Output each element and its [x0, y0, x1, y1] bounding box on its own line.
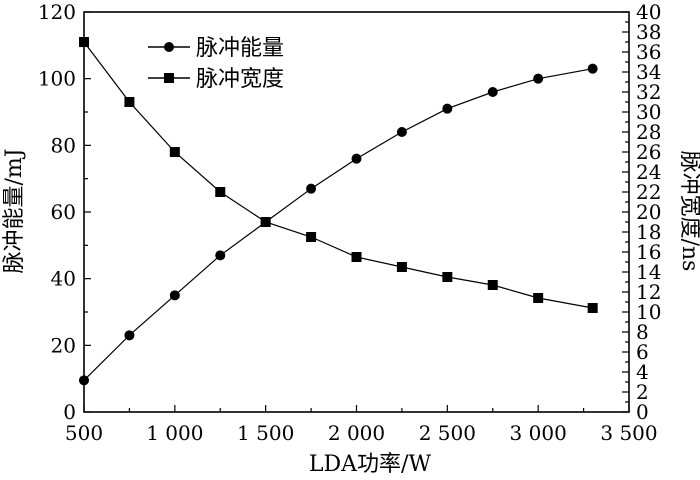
data-point [79, 37, 89, 47]
y-right-tick-label: 32 [636, 80, 661, 104]
series-line [83, 41, 593, 309]
plot-border [83, 11, 630, 413]
data-point [442, 103, 453, 114]
y-left-tick-label: 120 [38, 0, 76, 24]
y-right-tick-label: 6 [636, 340, 649, 364]
y-right-tick-label: 20 [636, 200, 661, 224]
y-right-tick-label: 36 [636, 40, 661, 64]
y-left-tick-label: 40 [51, 267, 76, 291]
legend-item: 脉冲能量 [148, 36, 284, 61]
data-point [215, 250, 226, 261]
y-right-tick-label: 10 [636, 300, 661, 324]
legend-label: 脉冲能量 [196, 36, 284, 61]
x-tick-label: 500 [65, 421, 103, 445]
y-right-tick-label: 18 [636, 220, 661, 244]
x-tick-label: 3 500 [600, 421, 657, 445]
legend-marker [164, 42, 174, 52]
y-right-tick-label: 0 [636, 400, 649, 424]
data-point [587, 303, 598, 313]
y-left-tick-label: 60 [51, 200, 76, 224]
data-point [169, 290, 180, 301]
y-left-axis-title: 脉冲能量/mJ [2, 148, 27, 273]
y-left-tick-label: 20 [51, 333, 76, 357]
pulse-width-series [79, 37, 598, 313]
legend-label: 脉冲宽度 [196, 67, 284, 92]
y-left-tick-label: 80 [51, 133, 76, 157]
y-right-tick-label: 16 [636, 240, 661, 264]
legend-item: 脉冲宽度 [148, 67, 284, 92]
y-right-tick-label: 12 [636, 280, 661, 304]
data-point [533, 73, 544, 84]
data-point [169, 147, 180, 157]
data-point [215, 187, 226, 197]
y-right-tick-label: 22 [636, 180, 661, 204]
y-right-tick-label: 8 [636, 320, 649, 344]
data-point [351, 153, 362, 164]
data-point [124, 97, 135, 107]
y-right-axis-title: 脉冲宽度/ns [677, 151, 700, 272]
y-left-tick-label: 100 [38, 67, 76, 91]
x-tick-label: 2 500 [419, 421, 476, 445]
y-right-tick-label: 14 [636, 260, 661, 284]
data-series [79, 37, 598, 386]
data-point [487, 87, 498, 97]
data-point [260, 217, 271, 227]
y-right-tick-label: 4 [636, 360, 649, 384]
x-axis-title: LDA功率/W [309, 452, 432, 477]
data-point [487, 280, 498, 290]
x-tick-label: 3 000 [510, 421, 567, 445]
x-tick-label: 2 000 [328, 421, 385, 445]
y-left-tick-label: 0 [63, 400, 76, 424]
y-right-tick-label: 2 [636, 380, 649, 404]
x-tick-label: 1 500 [237, 421, 294, 445]
data-point [533, 293, 544, 303]
data-point [396, 127, 407, 137]
y-right-tick-label: 40 [636, 0, 661, 24]
data-point [79, 375, 89, 386]
left-y-axis: 0 20 40 60 80 100 120 [38, 0, 91, 424]
x-tick-label: 1 000 [146, 421, 203, 445]
y-right-tick-label: 24 [636, 160, 661, 184]
y-right-tick-label: 34 [636, 60, 661, 84]
data-point [306, 183, 317, 194]
data-point [442, 272, 453, 282]
y-right-tick-label: 28 [636, 120, 661, 144]
data-point [306, 232, 317, 242]
y-right-tick-label: 38 [636, 20, 661, 44]
series-line [83, 68, 593, 381]
plot-frame [83, 11, 630, 413]
legend-marker [164, 73, 174, 83]
data-point [396, 262, 407, 272]
data-point [124, 330, 135, 341]
y-right-tick-label: 26 [636, 140, 661, 164]
data-point [351, 252, 362, 262]
y-right-tick-label: 30 [636, 100, 661, 124]
pulse-energy-series [79, 63, 598, 386]
data-point [587, 63, 598, 74]
x-axis: 500 1 000 1 500 2 000 2 500 3 000 3 500 [65, 405, 658, 445]
